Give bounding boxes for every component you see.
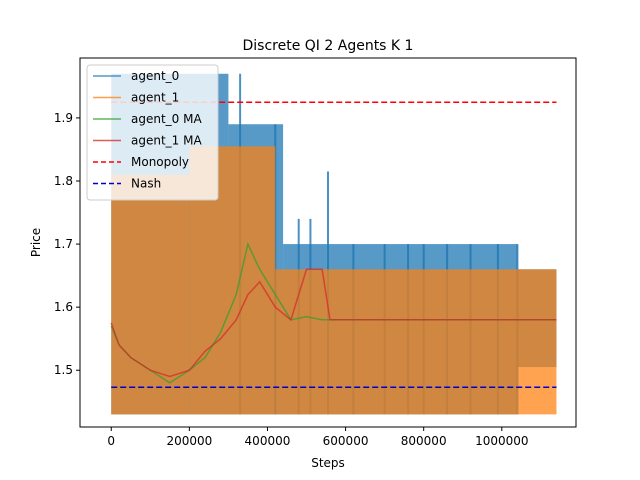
legend-label-nash: Nash (131, 177, 161, 191)
x-tick-label: 200000 (166, 434, 212, 448)
legend: agent_0 agent_1 agent_0 MA agent_1 MA Monopo… (86, 64, 219, 201)
y-tick-label: 1.7 (54, 237, 73, 251)
legend-label-monopoly: Monopoly (131, 155, 189, 169)
y-tick-label: 1.8 (54, 174, 73, 188)
x-axis: 0 200000 400000 600000 800000 1000000 (107, 427, 529, 448)
legend-box (86, 64, 219, 201)
y-axis: 1.5 1.6 1.7 1.8 1.9 (54, 111, 80, 377)
y-tick-label: 1.6 (54, 300, 73, 314)
legend-label-agent-0: agent_0 (131, 69, 179, 83)
x-tick-label: 400000 (245, 434, 291, 448)
plot-frame (79, 57, 577, 428)
y-axis-label: Price (29, 228, 43, 257)
x-tick-label: 800000 (401, 434, 447, 448)
legend-label-agent-1: agent_1 (131, 91, 179, 105)
legend-label-agent-1-ma: agent_1 MA (131, 134, 202, 148)
legend-label-agent-0-ma: agent_0 MA (131, 112, 202, 126)
x-tick-label: 0 (107, 434, 115, 448)
y-tick-label: 1.5 (54, 363, 73, 377)
x-tick-label: 1000000 (475, 434, 528, 448)
chart-title: Discrete QI 2 Agents K 1 (243, 38, 414, 54)
x-axis-label: Steps (311, 456, 345, 470)
agent-1-band-2 (275, 269, 557, 415)
y-tick-label: 1.9 (54, 111, 73, 125)
x-tick-label: 600000 (323, 434, 369, 448)
agent-1-ma-line (110, 268, 557, 378)
